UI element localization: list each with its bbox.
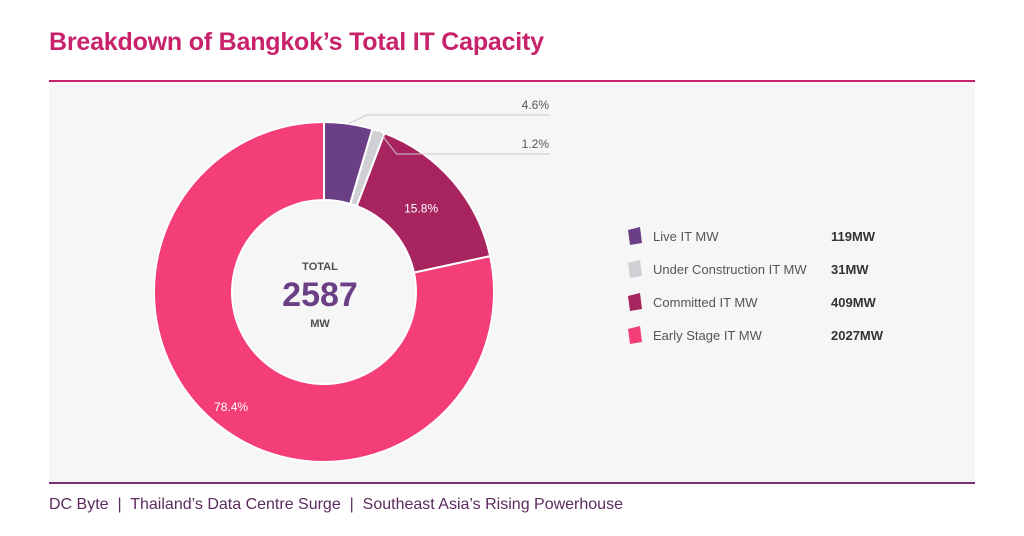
slice-percent-live-it-mw: 4.6% [522,98,550,112]
leader-line-under-construction-it-mw [378,130,550,155]
legend-value-early-stage-it-mw: 2027MW [831,328,884,343]
title-divider [49,80,975,82]
footer-separator: | [117,496,122,513]
footer-subtitle: Southeast Asia’s Rising Powerhouse [362,496,623,513]
legend-value-live-it-mw: 119MW [831,229,876,244]
legend-swatch-under-construction-it-mw [628,260,642,278]
center-total-label: TOTAL [302,261,338,273]
legend-swatch-early-stage-it-mw [628,326,642,344]
leader-line-live-it-mw [348,114,550,125]
legend-label-under-construction-it-mw: Under Construction IT MW [653,262,807,277]
slice-percent-early-stage-it-mw: 78.4% [214,400,248,414]
footer-divider [49,482,975,484]
center-total-value: 2587 [282,276,358,314]
legend-label-early-stage-it-mw: Early Stage IT MW [653,328,763,343]
legend-label-live-it-mw: Live IT MW [653,229,719,244]
legend-swatch-live-it-mw [628,227,642,245]
legend-swatch-committed-it-mw [628,293,642,311]
footer-source: DC Byte [49,496,109,513]
donut-slice-early-stage-it-mw [153,120,495,463]
footer: DC Byte | Thailand’s Data Centre Surge |… [49,496,623,514]
footer-report: Thailand’s Data Centre Surge [130,496,341,513]
footer-separator: | [349,496,354,513]
slice-percent-under-construction-it-mw: 1.2% [522,137,550,151]
slice-percent-committed-it-mw: 15.8% [404,202,438,216]
legend-label-committed-it-mw: Committed IT MW [653,295,758,310]
center-unit-label: MW [310,318,330,330]
chart-title: Breakdown of Bangkok’s Total IT Capacity [49,28,544,56]
legend-value-under-construction-it-mw: 31MW [831,262,869,277]
legend-value-committed-it-mw: 409MW [831,295,877,310]
